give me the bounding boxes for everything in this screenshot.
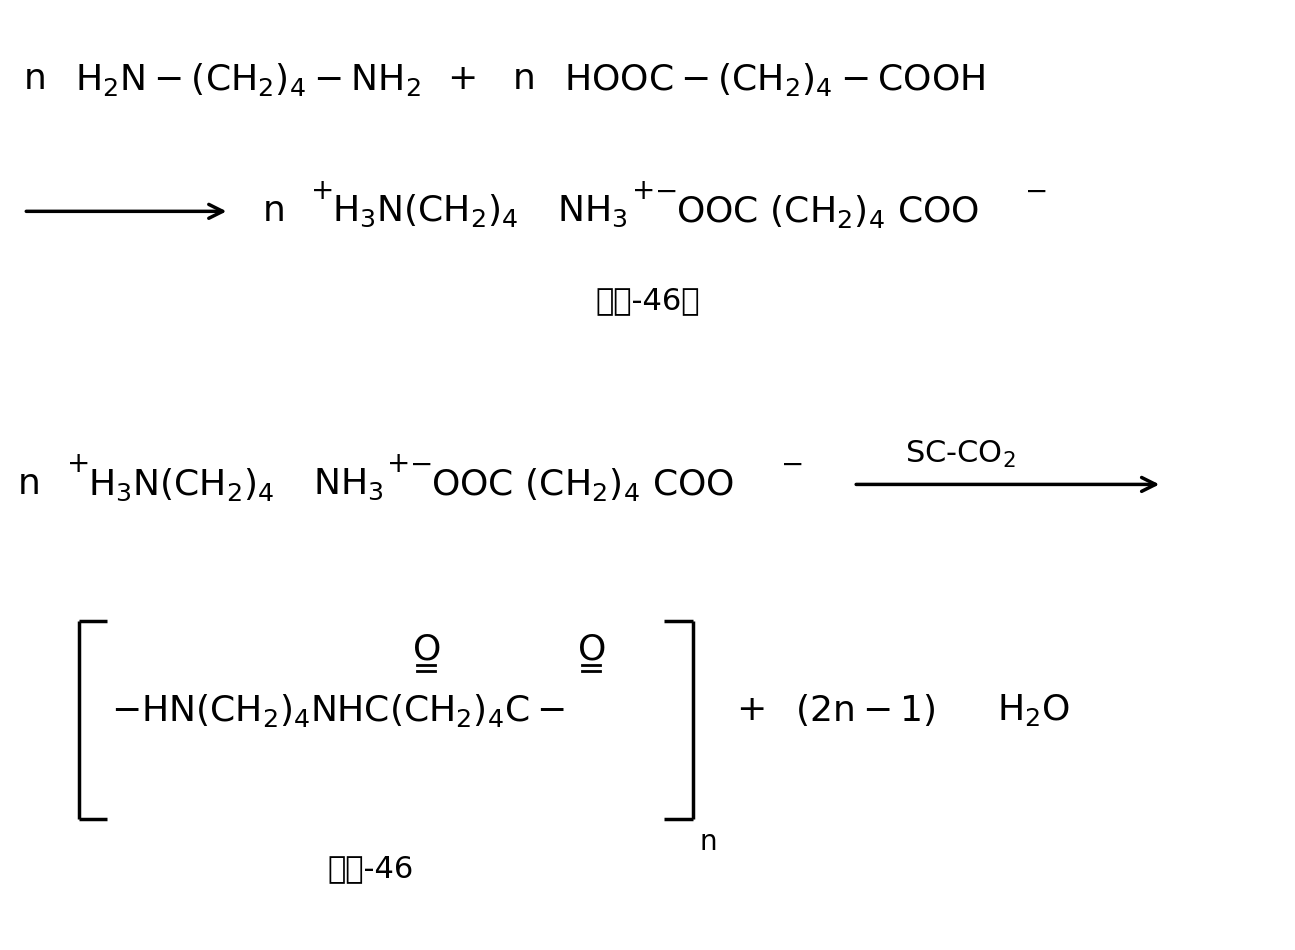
Text: $\mathregular{OOC\ (CH_2)_4\ COO}$: $\mathregular{OOC\ (CH_2)_4\ COO}$ (431, 466, 734, 503)
Text: $\mathregular{H_3N(CH_2)_4}$: $\mathregular{H_3N(CH_2)_4}$ (333, 193, 519, 230)
Text: 尼龙-46盐: 尼龙-46盐 (596, 286, 699, 315)
Text: $\mathregular{+}$: $\mathregular{+}$ (311, 177, 333, 204)
Text: $\mathregular{SC\text{-}CO_2}$: $\mathregular{SC\text{-}CO_2}$ (905, 439, 1015, 470)
Text: $\mathregular{+}$: $\mathregular{+}$ (386, 449, 409, 478)
Text: $\mathregular{n}$: $\mathregular{n}$ (17, 467, 39, 502)
Text: $\mathregular{+}$: $\mathregular{+}$ (631, 177, 653, 204)
Text: $\mathregular{+}$: $\mathregular{+}$ (736, 694, 764, 728)
Text: 尼龙-46: 尼龙-46 (328, 854, 414, 884)
Text: $\mathregular{n}$: $\mathregular{n}$ (699, 828, 716, 856)
Text: $\mathregular{-HN(CH_2)_4NHC(CH_2)_4C-}$: $\mathregular{-HN(CH_2)_4NHC(CH_2)_4C-}$ (111, 692, 565, 729)
Text: $\mathregular{+}$: $\mathregular{+}$ (66, 449, 88, 478)
Text: $\mathregular{H_2O}$: $\mathregular{H_2O}$ (997, 693, 1071, 729)
Text: $\mathregular{H_2N-(CH_2)_4-NH_2}$: $\mathregular{H_2N-(CH_2)_4-NH_2}$ (75, 61, 421, 98)
Text: $\mathregular{O}$: $\mathregular{O}$ (576, 632, 605, 666)
Text: $\mathregular{OOC\ (CH_2)_4\ COO}$: $\mathregular{OOC\ (CH_2)_4\ COO}$ (676, 193, 979, 230)
Text: $\mathregular{-}$: $\mathregular{-}$ (780, 449, 803, 478)
Text: $\mathregular{n}$: $\mathregular{n}$ (23, 63, 45, 97)
Text: $\mathregular{n}$: $\mathregular{n}$ (513, 63, 534, 97)
Text: $\mathregular{(2n-1)}$: $\mathregular{(2n-1)}$ (795, 693, 936, 729)
Text: $\mathregular{-}$: $\mathregular{-}$ (654, 177, 676, 204)
Text: $\mathregular{HOOC-(CH_2)_4-COOH}$: $\mathregular{HOOC-(CH_2)_4-COOH}$ (563, 61, 985, 98)
Text: $\mathregular{-}$: $\mathregular{-}$ (1024, 177, 1046, 204)
Text: $\mathregular{NH_3}$: $\mathregular{NH_3}$ (557, 194, 628, 229)
Text: $\mathregular{n}$: $\mathregular{n}$ (262, 195, 284, 228)
Text: $\mathregular{O}$: $\mathregular{O}$ (412, 632, 440, 666)
Text: $\mathregular{H_3N(CH_2)_4}$: $\mathregular{H_3N(CH_2)_4}$ (88, 466, 275, 503)
Text: $\mathregular{+}$: $\mathregular{+}$ (447, 63, 475, 97)
Text: $\mathregular{NH_3}$: $\mathregular{NH_3}$ (313, 466, 383, 502)
Text: $\mathregular{-}$: $\mathregular{-}$ (409, 449, 431, 478)
